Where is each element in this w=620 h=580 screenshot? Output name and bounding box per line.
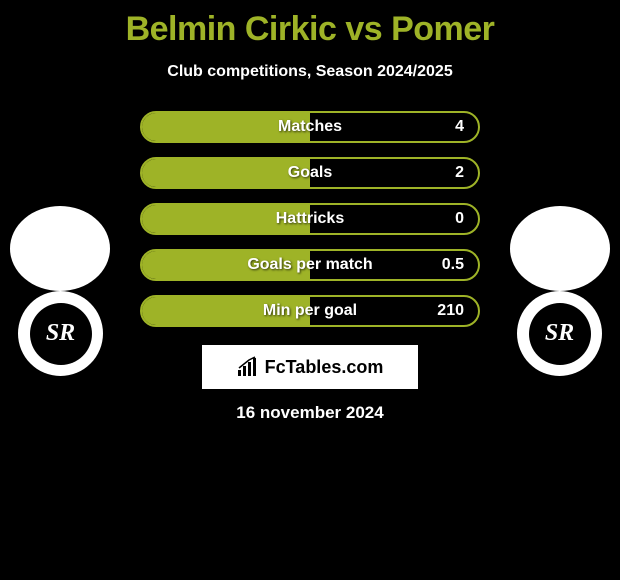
stat-label: Goals per match [142, 256, 478, 274]
club-badge-right: SR [517, 291, 602, 376]
stat-value: 2 [455, 164, 464, 182]
stat-row: Min per goal210 [140, 295, 480, 327]
stat-row: Matches4 [140, 111, 480, 143]
club-badge-left: SR [18, 291, 103, 376]
stat-row: Goals2 [140, 157, 480, 189]
stats-rows: Matches4Goals2Hattricks0Goals per match0… [140, 111, 480, 327]
club-initials-left: SR [46, 320, 75, 347]
chart-icon [237, 356, 259, 378]
stat-value: 210 [437, 302, 464, 320]
player-badge-right [510, 206, 610, 291]
stat-label: Hattricks [142, 210, 478, 228]
subtitle: Club competitions, Season 2024/2025 [0, 63, 620, 81]
club-initials-right: SR [545, 320, 574, 347]
brand-box: FcTables.com [202, 345, 418, 389]
stat-label: Matches [142, 118, 478, 136]
stat-label: Min per goal [142, 302, 478, 320]
page-title: Belmin Cirkic vs Pomer [0, 0, 620, 49]
stat-row: Goals per match0.5 [140, 249, 480, 281]
date-text: 16 november 2024 [0, 403, 620, 423]
stat-value: 4 [455, 118, 464, 136]
club-badge-right-inner: SR [529, 303, 591, 365]
stat-label: Goals [142, 164, 478, 182]
content-area: SR SR Matches4 Goals2 Hattricks0 Goals per … [0, 111, 620, 423]
stat-value: 0 [455, 210, 464, 228]
stat-row: Hattricks0 [140, 203, 480, 235]
player-badge-left [10, 206, 110, 291]
stat-value: 0.5 [442, 256, 464, 274]
club-badge-left-inner: SR [30, 303, 92, 365]
brand-text: FcTables.com [265, 357, 384, 378]
